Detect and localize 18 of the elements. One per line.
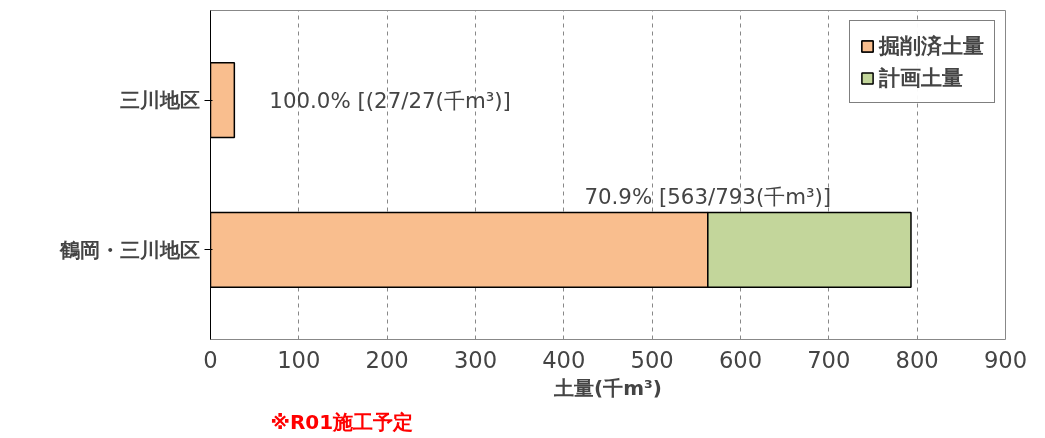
x-axis-title: 土量(千m³) — [553, 375, 662, 400]
x-tick-label: 300 — [453, 346, 498, 373]
x-tick-label: 600 — [718, 346, 763, 373]
text: ※R01施工予定 — [270, 409, 414, 434]
x-tick-label: 900 — [983, 346, 1028, 373]
x-tick-label: 0 — [203, 346, 218, 373]
x-tick-label: 500 — [630, 346, 674, 373]
x-tick-label: 800 — [895, 346, 939, 373]
annotation: 70.9% [563/793(千m³)] — [584, 184, 832, 210]
legend-label: 計画土量 — [879, 64, 963, 92]
x-tick-label: 700 — [807, 346, 851, 373]
y-tick-label: 鶴岡・三川地区 — [58, 237, 200, 262]
annotation: 100.0% [(27/27(千m³)] — [269, 87, 511, 113]
x-tick-label: 200 — [365, 346, 409, 373]
y-tick-label: 三川地区 — [119, 88, 200, 113]
x-tick-label: 100 — [277, 346, 321, 373]
legend-label: 掘削済土量 — [879, 32, 984, 60]
x-tick-label: 400 — [542, 346, 586, 373]
